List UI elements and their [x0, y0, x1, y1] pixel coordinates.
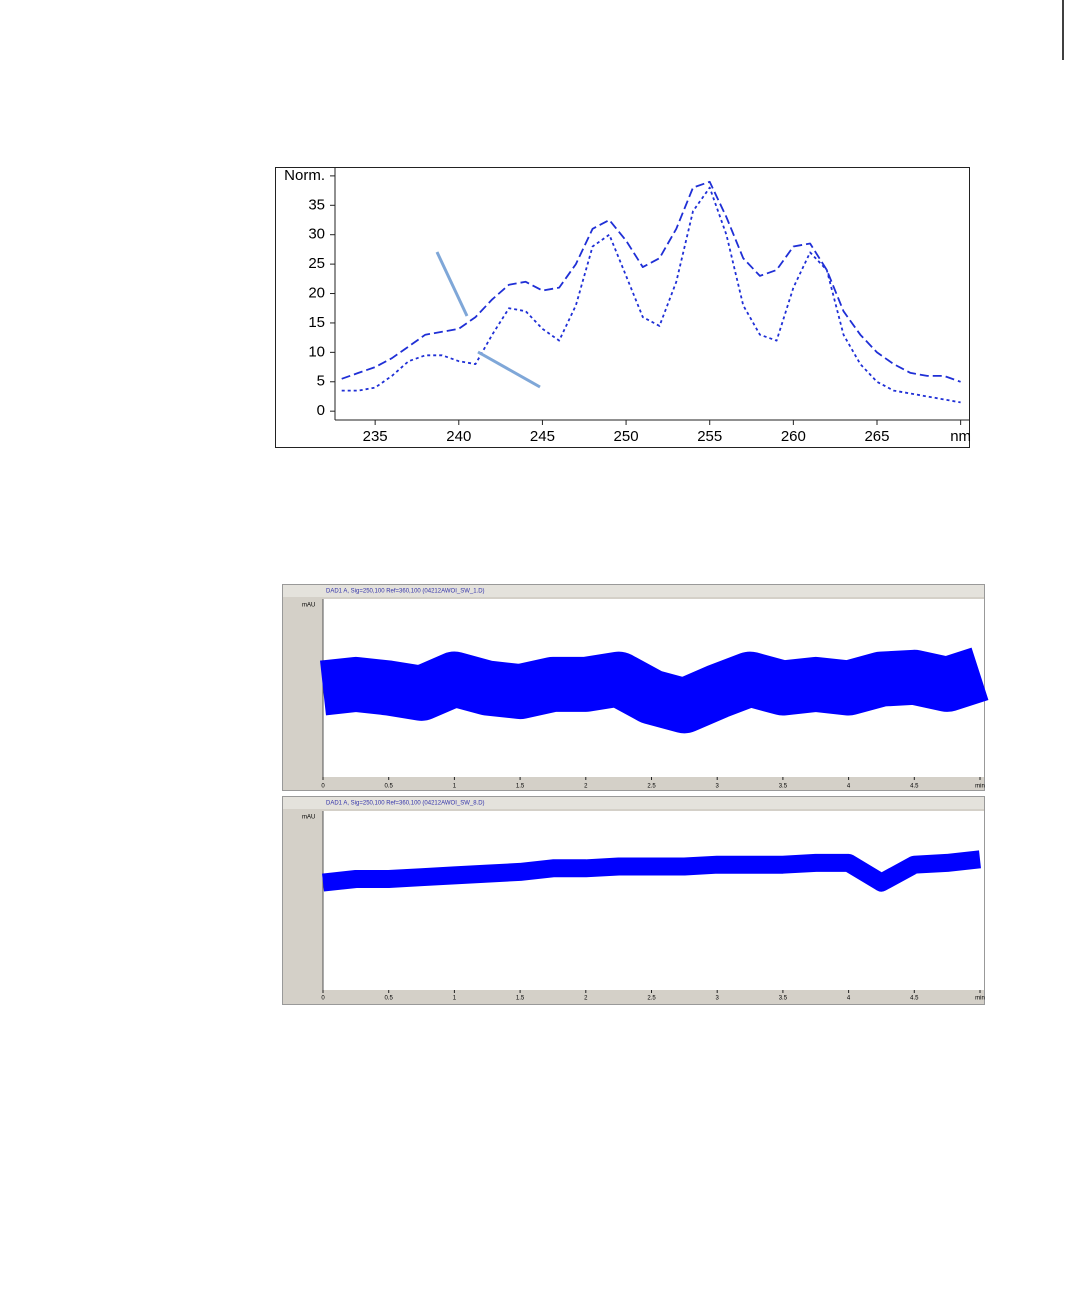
x-tick-label: 4.5 — [910, 996, 919, 1002]
x-tick-label: 4.5 — [910, 784, 919, 790]
x-tick-label: nm — [950, 428, 971, 445]
x-tick-label: 3.5 — [779, 784, 788, 790]
y-axis-label: mAU — [302, 815, 315, 821]
x-tick-label: 3 — [716, 784, 720, 790]
annotation-pointer — [435, 251, 469, 317]
y-tick-label: 5 — [317, 373, 325, 390]
y-tick-label: 30 — [308, 226, 325, 243]
x-tick-label: min — [975, 784, 985, 790]
plot-area — [323, 811, 984, 990]
x-tick-label: 4 — [847, 996, 851, 1002]
x-tick-label: 3.5 — [779, 996, 788, 1002]
x-tick-label: 255 — [697, 428, 722, 445]
data-line — [322, 850, 981, 892]
y-tick-label: 0 — [317, 402, 325, 419]
x-tick-label: 1.5 — [516, 784, 525, 790]
x-tick-label: 245 — [530, 428, 555, 445]
title-bar — [283, 797, 984, 809]
data-line — [341, 180, 961, 383]
x-tick-label: 4 — [847, 784, 851, 790]
x-tick-label: 1.5 — [516, 996, 525, 1002]
x-tick-label: 260 — [781, 428, 806, 445]
x-tick-label: 2 — [584, 784, 588, 790]
x-tick-label: 0 — [321, 784, 325, 790]
x-tick-label: 250 — [614, 428, 639, 445]
y-tick-label: 10 — [308, 343, 325, 360]
x-tick-label: 0 — [321, 996, 325, 1002]
x-tick-label: 240 — [446, 428, 471, 445]
x-tick-label: 2.5 — [647, 996, 656, 1002]
y-tick-label: 25 — [308, 255, 325, 272]
y-tick-label: Norm. — [284, 167, 325, 184]
spectrum-frame — [275, 167, 970, 448]
y-tick-label: 15 — [308, 314, 325, 331]
x-tick-label: 3 — [716, 996, 720, 1002]
chart-title: DAD1 A, Sig=250,100 Ref=360,100 (04212AW… — [326, 801, 485, 807]
annotation-pointer — [477, 350, 541, 389]
data-line — [320, 647, 989, 734]
x-tick-label: min — [975, 996, 985, 1002]
x-tick-label: 2.5 — [647, 784, 656, 790]
y-tick-label: 35 — [308, 196, 325, 213]
y-axis-label: mAU — [302, 603, 315, 609]
x-tick-label: 2 — [584, 996, 588, 1002]
x-tick-label: 265 — [864, 428, 889, 445]
x-tick-label: 1 — [453, 784, 457, 790]
x-tick-label: 235 — [363, 428, 388, 445]
y-tick-label: 20 — [308, 284, 325, 301]
chart-title: DAD1 A, Sig=250,100 Ref=360,100 (04212AW… — [326, 589, 485, 595]
x-tick-label: 1 — [453, 996, 457, 1002]
title-bar — [283, 585, 984, 597]
x-tick-label: 0.5 — [385, 996, 394, 1002]
x-tick-label: 0.5 — [385, 784, 394, 790]
